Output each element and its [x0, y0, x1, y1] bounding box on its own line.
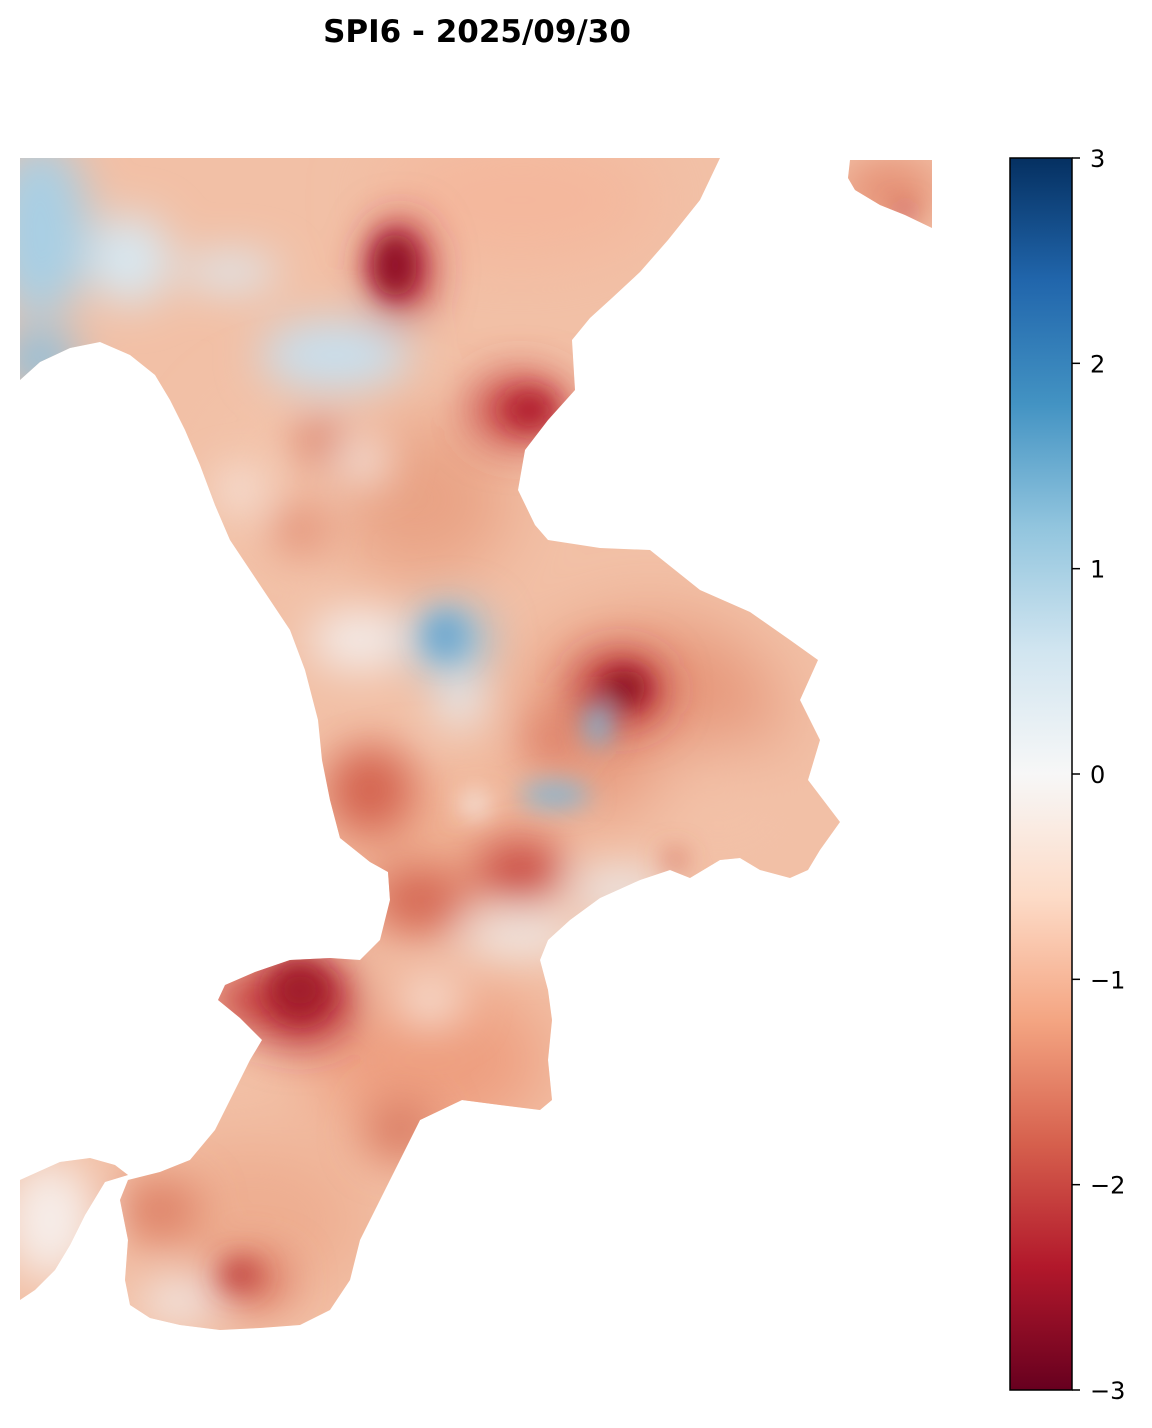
colorbar-gradient [1009, 157, 1073, 1391]
colorbar-tick-label: −2 [1090, 1172, 1125, 1200]
colorbar-tick-label: −3 [1090, 1377, 1125, 1405]
colorbar-ticks: 3 2 1 0 −1 −2 −3 [1072, 145, 1125, 1405]
map-title: SPI6 - 2025/09/30 [323, 14, 631, 50]
colorbar-tick-label: 0 [1090, 761, 1105, 789]
colorbar-tick-label: −1 [1090, 966, 1125, 994]
colorbar-tick-label: 2 [1090, 350, 1105, 378]
colorbar-tick-label: 1 [1090, 556, 1105, 584]
colorbar-tick-label: 3 [1090, 145, 1105, 173]
